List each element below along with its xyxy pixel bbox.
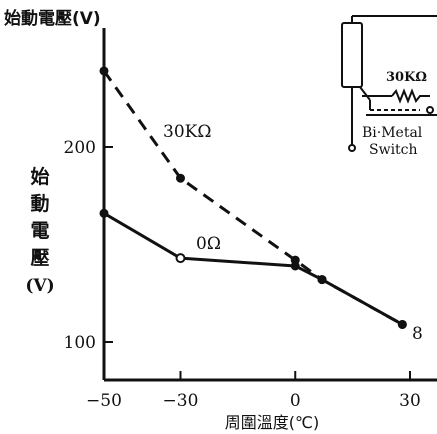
y-label-char: 動 bbox=[30, 193, 49, 215]
x-tick-label: −30 bbox=[163, 391, 199, 411]
y-tick-label: 200 bbox=[64, 138, 96, 158]
x-tick-label: 30 bbox=[399, 391, 421, 411]
data-point-open bbox=[175, 253, 186, 264]
annotation-8: 8 bbox=[412, 324, 423, 344]
circuit-inset bbox=[341, 15, 437, 152]
series bbox=[99, 66, 407, 329]
y-axis-label: 始動電壓 (V) bbox=[25, 165, 54, 296]
ticks: −50 −30 0 30 100 200 bbox=[64, 138, 421, 411]
x-tick-label: −50 bbox=[86, 391, 122, 411]
data-point bbox=[176, 173, 185, 183]
switch-label-line1: Bi·Metal bbox=[362, 125, 423, 141]
switch-label-line2: Switch bbox=[369, 142, 418, 158]
y-label-char: 始 bbox=[30, 165, 49, 188]
series-label-0ohm: 0Ω bbox=[196, 234, 221, 254]
resistor bbox=[391, 88, 430, 104]
data-point bbox=[397, 319, 407, 329]
series-line-0 bbox=[102, 70, 404, 326]
y-label-unit: (V) bbox=[25, 276, 54, 296]
data-point bbox=[290, 261, 300, 271]
axes bbox=[102, 28, 437, 382]
y-tick-label: 100 bbox=[64, 333, 96, 353]
y-label-char: 電 bbox=[30, 220, 49, 242]
chart-title: 始動電壓(V) bbox=[4, 8, 101, 29]
terminal bbox=[348, 144, 356, 152]
x-axis-label: 周圍溫度(℃) bbox=[225, 413, 319, 432]
data-point bbox=[99, 66, 109, 76]
y-label-char: 壓 bbox=[30, 247, 49, 269]
lamp-tube bbox=[341, 22, 363, 88]
data-point bbox=[317, 275, 327, 285]
series-label-30k: 30KΩ bbox=[163, 122, 211, 142]
x-tick-label: 0 bbox=[290, 391, 301, 411]
data-point bbox=[99, 208, 109, 218]
resistor-label: 30KΩ bbox=[386, 70, 427, 85]
